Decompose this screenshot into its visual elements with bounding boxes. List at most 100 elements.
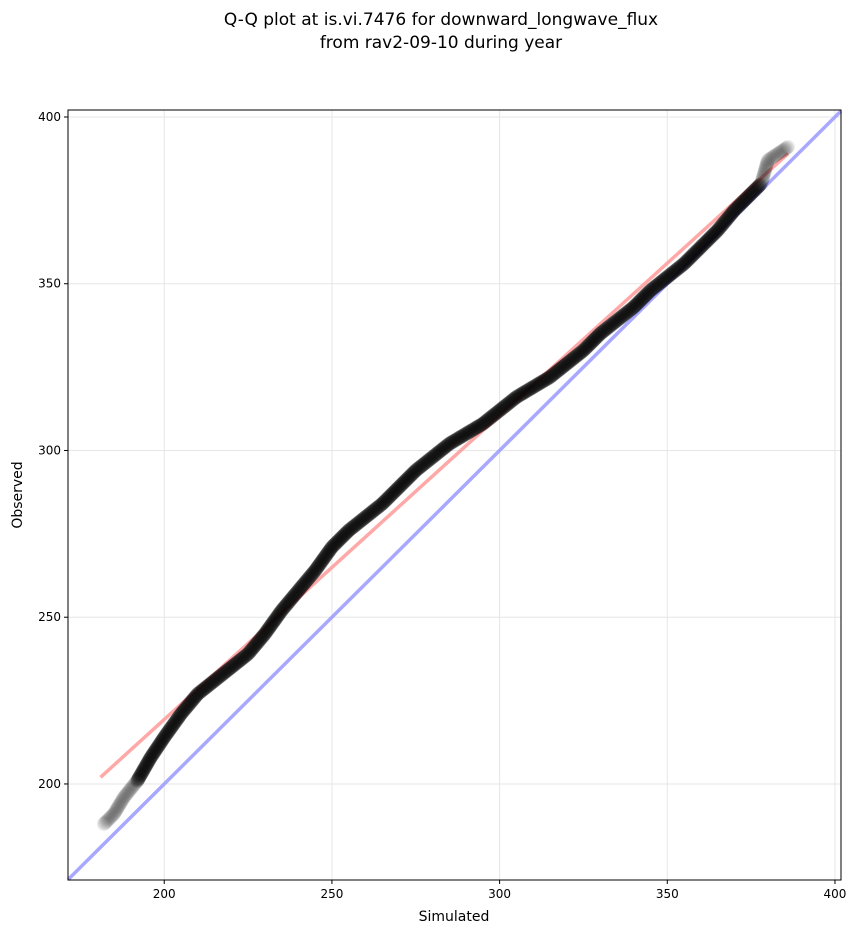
fit-line [99, 152, 790, 779]
quantile-point [293, 581, 308, 596]
quantile-point [153, 735, 168, 750]
quantile-point [195, 683, 210, 698]
quantile-point [536, 373, 551, 388]
quantile-point [530, 377, 545, 392]
quantile-point [710, 223, 725, 238]
quantile-point [157, 730, 172, 745]
quantile-point [694, 239, 709, 254]
quantile-point [250, 635, 265, 650]
quantile-point [178, 701, 193, 716]
quantile-point [733, 197, 748, 212]
quantile-point [539, 372, 554, 387]
quantile-point [749, 181, 764, 196]
y-tick-label: 200 [38, 777, 61, 791]
quantile-point [347, 518, 362, 533]
quantile-point [688, 245, 703, 260]
quantile-point [712, 221, 727, 236]
quantile-point [394, 478, 409, 493]
quantile-point [371, 499, 386, 514]
quantile-point [779, 140, 794, 155]
quantile-point [315, 553, 330, 568]
quantile-point [290, 584, 305, 599]
quantile-point [435, 442, 450, 457]
quantile-point [100, 813, 115, 828]
quantile-point [758, 162, 773, 177]
quantile-point [217, 665, 232, 680]
quantile-point [208, 672, 223, 687]
quantile-point [424, 451, 439, 466]
quantile-point [103, 810, 118, 825]
quantile-point [113, 796, 128, 811]
quantile-point [175, 704, 190, 719]
quantile-point [526, 380, 541, 395]
quantile-point [584, 335, 599, 350]
quantile-point [205, 675, 220, 690]
quantile-point [599, 321, 614, 336]
quantile-point [638, 288, 653, 303]
quantile-point [692, 241, 707, 256]
quantile-point [756, 169, 771, 184]
quantile-point [562, 354, 577, 369]
quantile-point [659, 271, 674, 286]
quantile-point [354, 513, 369, 528]
quantile-point [715, 217, 730, 232]
quantile-point [209, 671, 224, 686]
quantile-point [190, 686, 205, 701]
quantile-point [537, 373, 552, 388]
quantile-point [414, 458, 429, 473]
quantile-point [760, 153, 775, 168]
quantile-point [398, 473, 413, 488]
quantile-point [236, 650, 251, 665]
quantile-point [718, 213, 733, 228]
quantile-point [497, 399, 512, 414]
quantile-point [413, 459, 428, 474]
quantile-point [620, 304, 635, 319]
quantile-point [316, 551, 331, 566]
quantile-point [105, 808, 120, 823]
quantile-point [187, 690, 202, 705]
quantile-point [304, 568, 319, 583]
quantile-point [473, 418, 488, 433]
quantile-point [621, 303, 636, 318]
quantile-point [305, 567, 320, 582]
quantile-point [630, 295, 645, 310]
quantile-point [420, 453, 435, 468]
quantile-point [450, 432, 465, 447]
quantile-point [280, 596, 295, 611]
quantile-point [644, 282, 659, 297]
quantile-point [753, 177, 768, 192]
one-to-one-line [66, 109, 843, 881]
quantile-point [702, 231, 717, 246]
quantile-point [727, 203, 742, 218]
quantile-point [570, 348, 585, 363]
chart-subtitle: from rav2-09-10 during year [320, 33, 562, 53]
quantile-point [754, 176, 769, 191]
plot-frame [67, 109, 842, 881]
quantile-point [633, 293, 648, 308]
quantile-point [419, 454, 434, 469]
quantile-point [333, 531, 348, 546]
quantile-point [447, 433, 462, 448]
quantile-point [271, 608, 286, 623]
quantile-point [503, 394, 518, 409]
quantile-point [150, 740, 165, 755]
quantile-point [316, 552, 331, 567]
quantile-point [446, 434, 461, 449]
quantile-point [762, 152, 777, 167]
quantile-point [701, 232, 716, 247]
quantile-point [165, 719, 180, 734]
quantile-point [745, 185, 760, 200]
quantile-point [405, 466, 420, 481]
quantile-point [586, 333, 601, 348]
quantile-point [504, 393, 519, 408]
quantile-point [655, 273, 670, 288]
quantile-point [369, 501, 384, 516]
quantile-point [628, 298, 643, 313]
quantile-point [332, 532, 347, 547]
quantile-point [721, 210, 736, 225]
quantile-point [696, 236, 711, 251]
quantile-point [740, 189, 755, 204]
quantile-point [619, 305, 634, 320]
quantile-point [381, 490, 396, 505]
quantile-point [634, 292, 649, 307]
